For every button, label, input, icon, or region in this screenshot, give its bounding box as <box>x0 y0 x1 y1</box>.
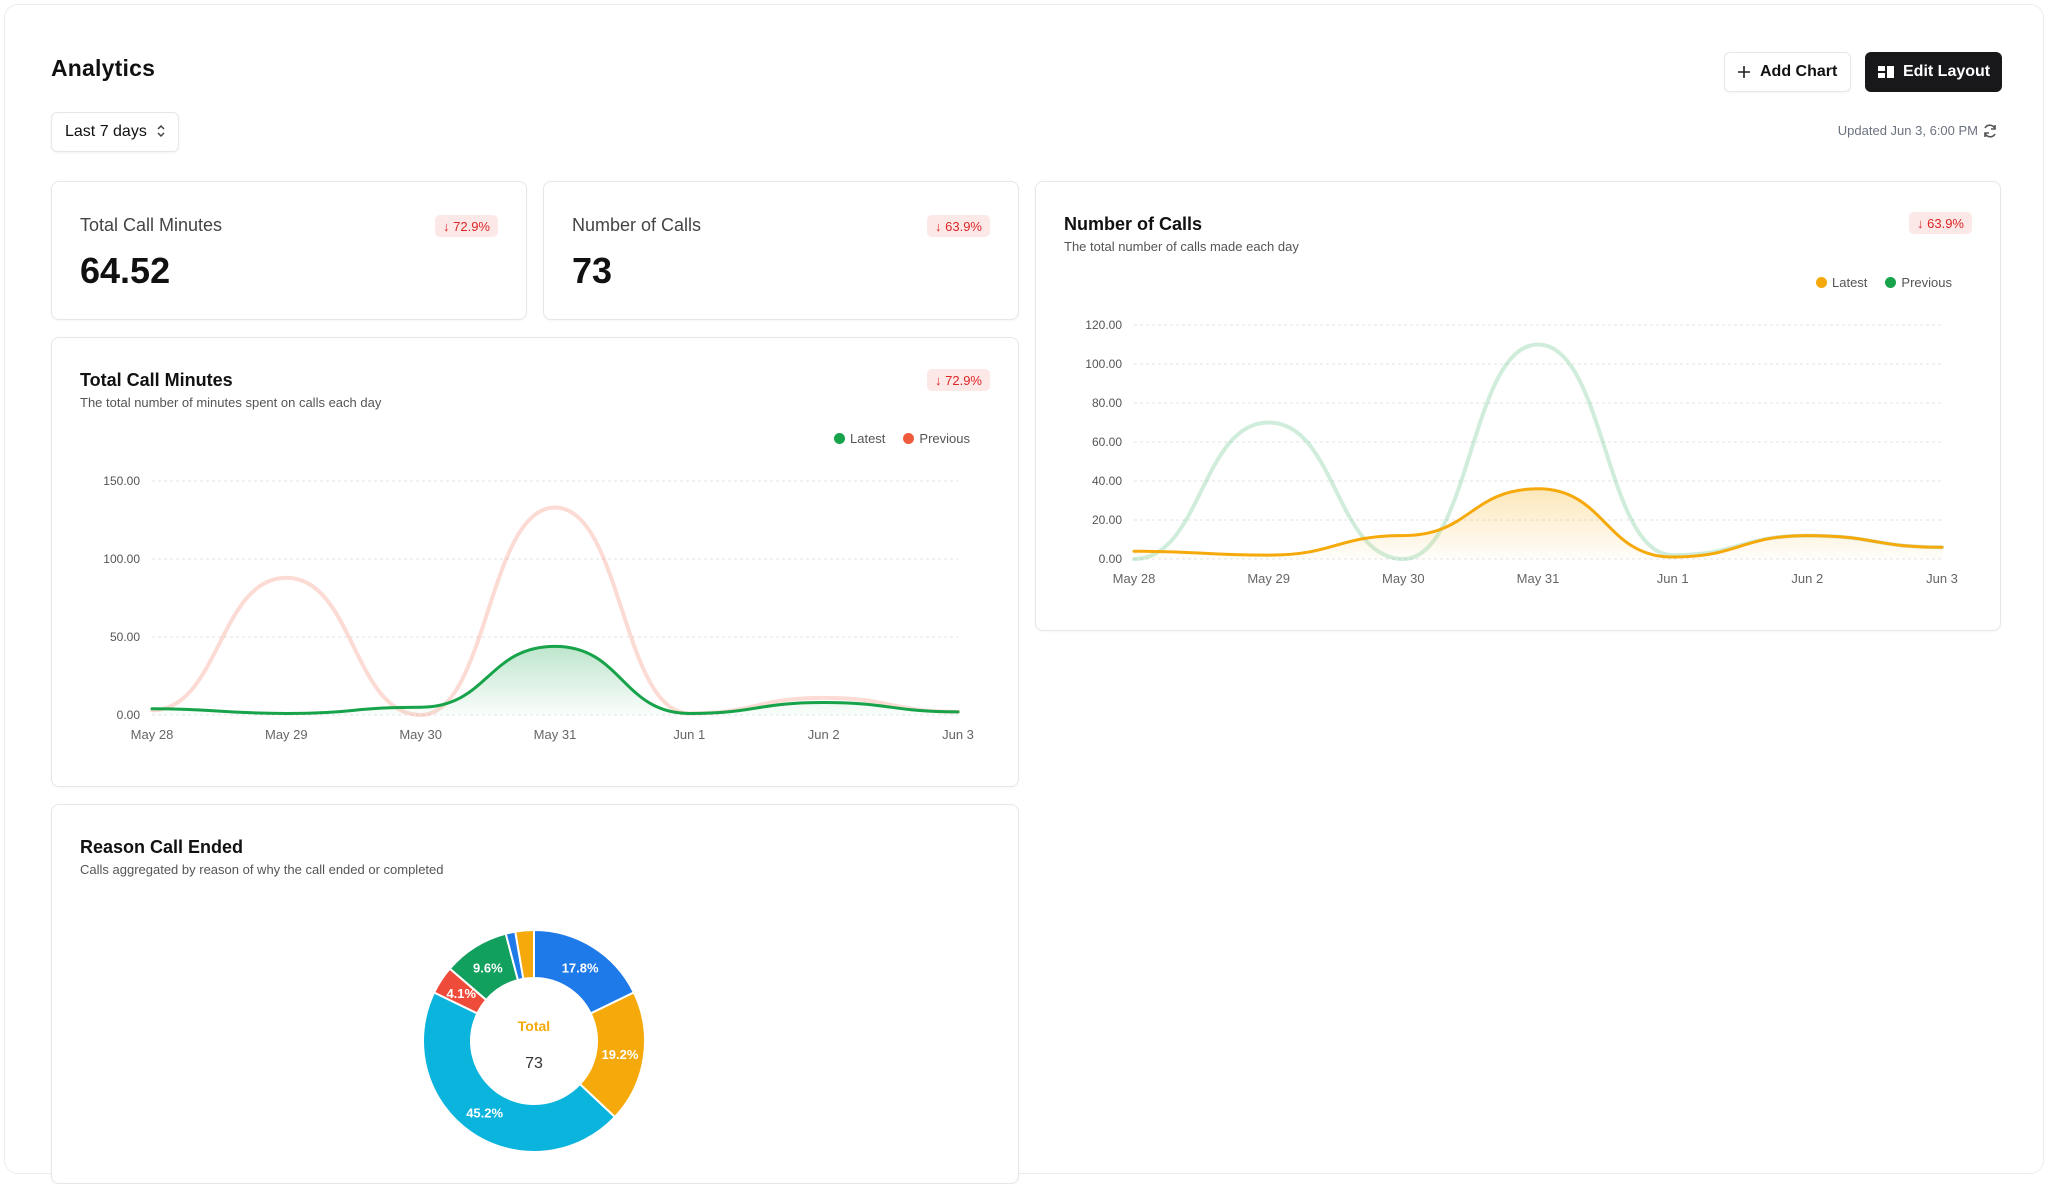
donut-chart-reason-call-ended: 17.8% 19.2% 45.2% 4.1% 9.6% Total 73 <box>422 928 646 1153</box>
layout-icon <box>1878 66 1894 78</box>
updated-timestamp: Updated Jun 3, 6:00 PM <box>1837 123 1978 138</box>
y-tick-label: 0.00 <box>117 708 141 722</box>
slice-label: 45.2% <box>466 1106 503 1121</box>
legend-item-previous[interactable]: Previous <box>903 431 970 446</box>
stat-value: 64.52 <box>80 250 171 291</box>
chart-card-total-minutes: Total Call Minutes The total number of m… <box>51 337 1019 787</box>
legend-item-latest[interactable]: Latest <box>834 431 885 446</box>
donut-center-value: 73 <box>525 1055 543 1072</box>
chart-title: Total Call Minutes <box>80 370 233 390</box>
x-tick-label: May 31 <box>1517 571 1560 586</box>
change-badge: ↓ 63.9% <box>1909 212 1972 234</box>
legend-dot-icon <box>1885 277 1897 288</box>
y-tick-label: 0.00 <box>1099 552 1123 566</box>
date-range-select[interactable]: Last 7 days <box>51 112 179 152</box>
chart-title: Reason Call Ended <box>80 837 244 857</box>
y-tick-label: 100.00 <box>103 552 140 566</box>
donut-center-label: Total <box>518 1018 550 1034</box>
legend-item-latest[interactable]: Latest <box>1816 275 1867 290</box>
change-badge: ↓ 63.9% <box>927 215 990 237</box>
y-tick-label: 60.00 <box>1092 435 1122 449</box>
x-tick-label: Jun 2 <box>1791 571 1823 586</box>
x-tick-label: Jun 3 <box>1926 571 1958 586</box>
series-line-previous <box>150 505 960 718</box>
chart-legend: Latest Previous <box>1816 275 1952 290</box>
slice-label: 17.8% <box>562 960 599 975</box>
legend-item-previous[interactable]: Previous <box>1885 275 1952 290</box>
chart-card-reason-call-ended: Reason Call Ended Calls aggregated by re… <box>51 804 1019 1184</box>
change-badge: ↓ 72.9% <box>435 215 498 237</box>
x-tick-label: May 28 <box>131 727 174 742</box>
chart-subtitle: The total number of minutes spent on cal… <box>80 395 382 410</box>
stat-card-total-minutes: Total Call Minutes ↓ 72.9% 64.52 <box>51 181 527 320</box>
plus-icon <box>1738 66 1750 78</box>
series-area-latest <box>152 646 958 715</box>
stat-label: Number of Calls <box>572 215 702 235</box>
slice-label: 9.6% <box>473 960 503 975</box>
add-chart-label: Add Chart <box>1760 63 1838 80</box>
stat-label: Total Call Minutes <box>80 215 223 235</box>
legend-dot-icon <box>1816 277 1827 288</box>
chart-legend: Latest Previous <box>834 431 970 446</box>
change-badge: ↓ 72.9% <box>927 369 990 391</box>
legend-label: Previous <box>919 431 970 446</box>
edit-layout-button[interactable]: Edit Layout <box>1865 52 2002 92</box>
legend-dot-icon <box>903 433 915 444</box>
series-line-latest <box>1132 487 1944 559</box>
legend-label: Latest <box>850 431 886 446</box>
y-tick-label: 120.00 <box>1085 318 1122 332</box>
donut-slice <box>514 928 535 981</box>
slice-label: 19.2% <box>602 1047 639 1062</box>
add-chart-button[interactable]: Add Chart <box>1724 52 1851 92</box>
legend-label: Previous <box>1901 275 1952 290</box>
line-chart-number-of-calls: 0.00 20.00 40.00 60.00 80.00 100.00 120.00 May … <box>1085 318 1958 586</box>
x-tick-label: May 30 <box>399 727 442 742</box>
x-tick-label: May 30 <box>1382 571 1425 586</box>
x-tick-label: Jun 2 <box>808 727 840 742</box>
x-tick-label: May 31 <box>534 727 577 742</box>
chevron-up-down-icon <box>156 122 166 140</box>
y-tick-label: 100.00 <box>1085 357 1122 371</box>
x-tick-label: Jun 3 <box>942 727 974 742</box>
x-tick-label: May 29 <box>265 727 308 742</box>
x-tick-label: Jun 1 <box>673 727 705 742</box>
chart-card-number-of-calls: Number of Calls The total number of call… <box>1035 181 2001 631</box>
refresh-icon[interactable] <box>1982 123 1998 139</box>
y-tick-label: 150.00 <box>103 474 140 488</box>
slice-label: 4.1% <box>446 986 476 1001</box>
page-title: Analytics <box>51 55 156 81</box>
x-tick-label: Jun 1 <box>1657 571 1689 586</box>
y-tick-label: 80.00 <box>1092 396 1122 410</box>
y-tick-label: 20.00 <box>1092 513 1122 527</box>
chart-title: Number of Calls <box>1064 214 1203 234</box>
x-tick-label: May 28 <box>1113 571 1156 586</box>
edit-layout-label: Edit Layout <box>1903 63 1991 80</box>
chart-subtitle: Calls aggregated by reason of why the ca… <box>80 862 444 877</box>
donut-slice <box>422 991 617 1153</box>
stat-value: 73 <box>572 250 613 291</box>
series-line-latest <box>150 644 960 715</box>
date-range-label: Last 7 days <box>65 123 147 140</box>
legend-label: Latest <box>1832 275 1868 290</box>
y-tick-label: 40.00 <box>1092 474 1122 488</box>
series-area-latest <box>1134 488 1942 559</box>
stat-card-number-of-calls: Number of Calls ↓ 63.9% 73 <box>543 181 1019 320</box>
x-tick-label: May 29 <box>1247 571 1290 586</box>
chart-subtitle: The total number of calls made each day <box>1064 239 1299 254</box>
line-chart-total-minutes: 0.00 50.00 100.00 150.00 May 28 May 29 May 30 M… <box>103 474 974 742</box>
y-tick-label: 50.00 <box>110 630 140 644</box>
legend-dot-icon <box>834 433 845 444</box>
